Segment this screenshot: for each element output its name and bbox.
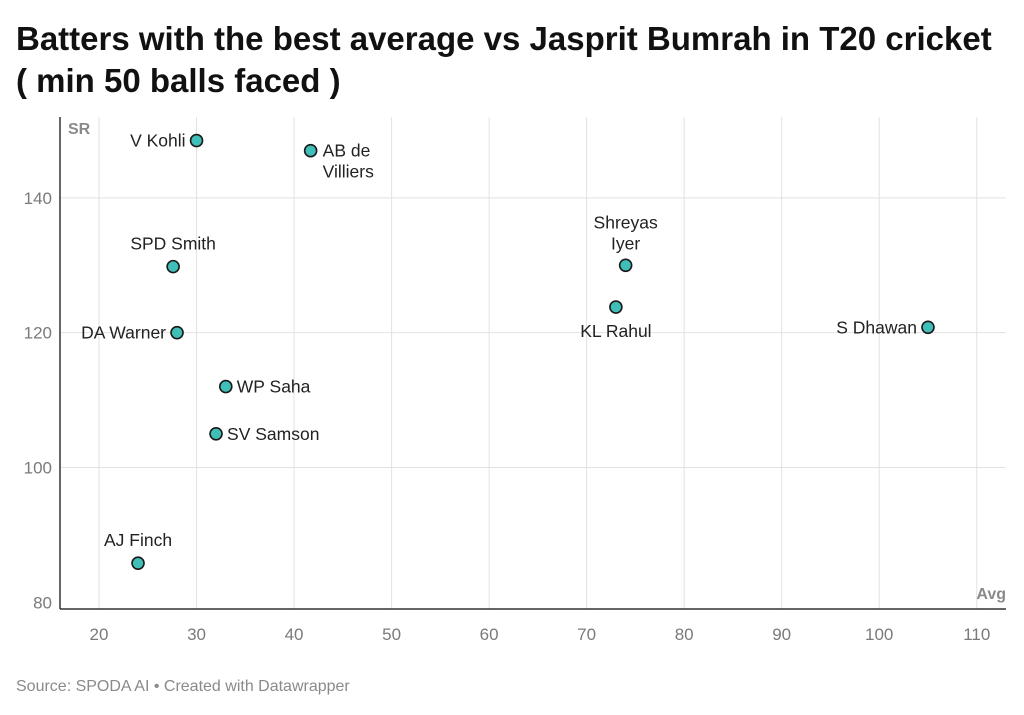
label-shreyas-iyer: Shreyas Iyer (594, 212, 658, 253)
chart-title: Batters with the best average vs Jasprit… (16, 20, 992, 99)
label-spd-smith: SPD Smith (130, 234, 216, 254)
x-tick-label-80: 80 (675, 625, 694, 644)
point-v-kohli (189, 133, 204, 148)
label-ab-de-villiers: AB de Villiers (323, 141, 374, 182)
data-labels: V Kohli AB de Villiers SPD Smith DA Warner WP… (81, 131, 917, 551)
grid (60, 117, 1006, 609)
point-aj-finch (131, 556, 145, 570)
point-s-dhawan (921, 320, 935, 335)
x-tick-label-30: 30 (187, 625, 206, 644)
point-kl-rahul (609, 300, 623, 314)
label-v-kohli: V Kohli (130, 131, 185, 151)
label-wp-saha: WP Saha (237, 377, 311, 397)
y-tick-label-100: 100 (24, 458, 52, 477)
label-da-warner: DA Warner (81, 323, 166, 343)
point-wp-saha (218, 379, 233, 394)
point-sv-samson (209, 426, 223, 441)
x-tick-label-60: 60 (480, 625, 499, 644)
y-axis-title: SR (68, 121, 91, 138)
x-tick-label-40: 40 (285, 625, 304, 644)
point-shreyas-iyer (618, 258, 633, 273)
x-tick-label-50: 50 (382, 625, 401, 644)
label-kl-rahul: KL Rahul (580, 321, 651, 341)
label-sv-samson: SV Samson (227, 424, 319, 444)
point-spd-smith (166, 259, 180, 274)
x-tick-label-70: 70 (577, 625, 596, 644)
source-note: Source: SPODA AI • Created with Datawrap… (16, 678, 350, 695)
y-tick-label-120: 120 (24, 324, 52, 343)
label-aj-finch: AJ Finch (104, 530, 172, 550)
y-tick-label-80: 80 (33, 593, 52, 612)
data-points (131, 133, 935, 570)
x-tick-label-20: 20 (90, 625, 109, 644)
x-axis-title: Avg (976, 586, 1006, 603)
point-ab-de-villiers (303, 143, 318, 158)
x-tick-label-110: 110 (963, 625, 990, 644)
axes: 20 30 40 50 60 70 80 90 100 110 80 100 120 140 SR Avg (24, 117, 1006, 644)
x-tick-label-90: 90 (772, 625, 791, 644)
point-da-warner (170, 325, 184, 340)
x-tick-label-100: 100 (865, 625, 893, 644)
label-s-dhawan: S Dhawan (836, 317, 917, 337)
y-tick-label-140: 140 (24, 189, 52, 208)
